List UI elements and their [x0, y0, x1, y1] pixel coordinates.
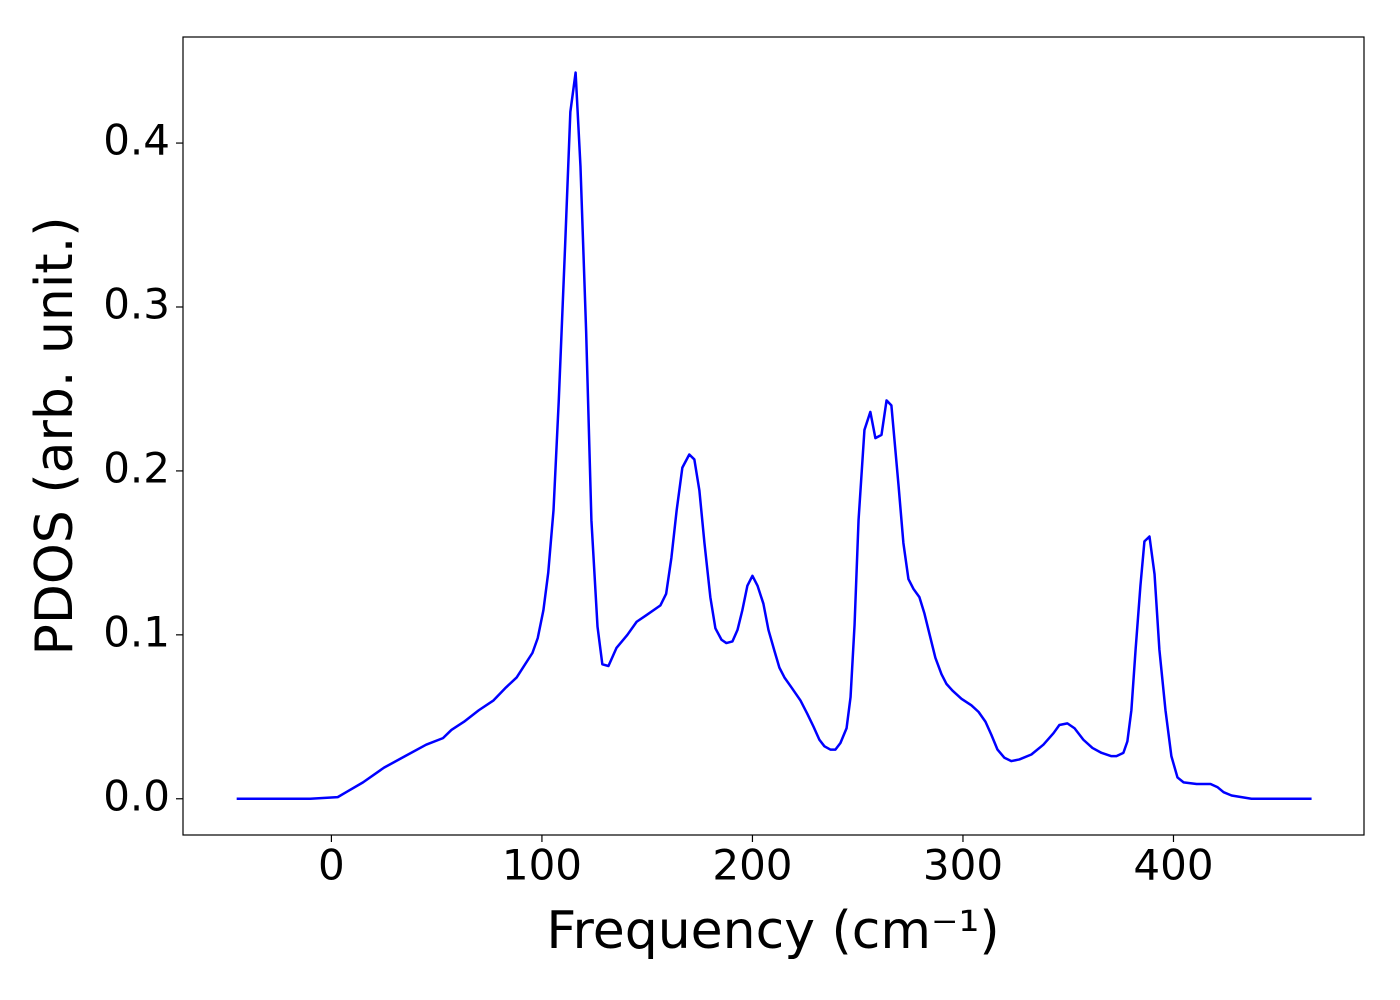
x-tick-label: 200 [712, 841, 792, 890]
x-tick-label: 0 [318, 841, 345, 890]
x-tick-label: 400 [1133, 841, 1213, 890]
plot-frame [182, 36, 1365, 836]
x-axis-label: Frequency (cm⁻¹) [546, 901, 999, 961]
y-axis-label: PDOS (arb. unit.) [25, 216, 85, 655]
x-tick-label: 100 [502, 841, 582, 890]
x-tick-label: 300 [923, 841, 1003, 890]
y-tick-label: 0.2 [103, 443, 170, 492]
y-tick-label: 0.3 [103, 279, 170, 328]
y-tick-label: 0.4 [103, 116, 170, 165]
y-tick-label: 0.1 [103, 607, 170, 656]
y-tick-label: 0.0 [103, 771, 170, 820]
data-line [236, 71, 1312, 801]
